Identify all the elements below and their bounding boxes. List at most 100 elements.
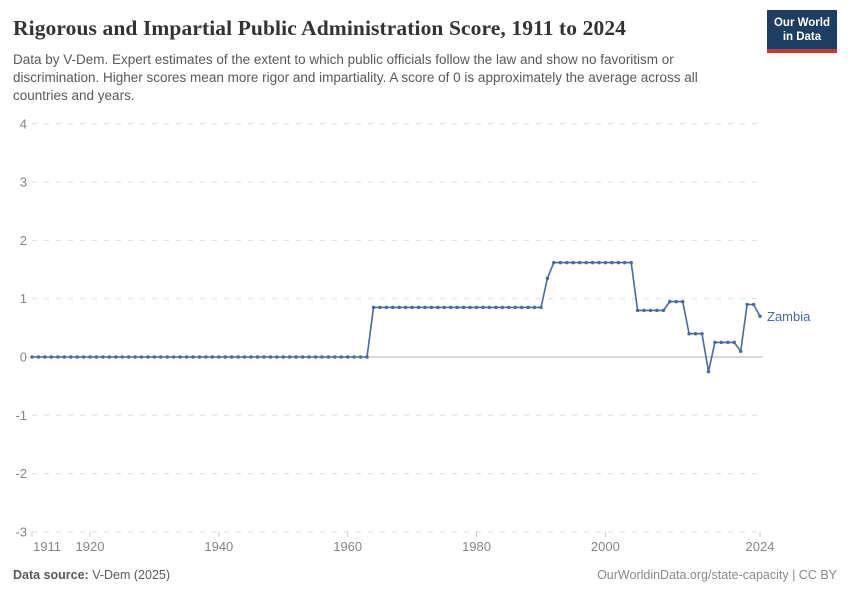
data-point[interactable] [558, 260, 563, 265]
data-point[interactable] [481, 305, 485, 310]
data-point[interactable] [184, 355, 189, 359]
data-point[interactable] [436, 305, 440, 310]
data-point[interactable] [745, 302, 749, 307]
data-point[interactable] [287, 355, 292, 359]
data-point[interactable] [532, 305, 537, 310]
data-point[interactable] [307, 355, 311, 359]
data-point[interactable] [397, 305, 401, 310]
data-point[interactable] [262, 355, 266, 359]
data-point[interactable] [159, 355, 163, 359]
data-point[interactable] [152, 355, 157, 359]
data-point[interactable] [114, 355, 118, 359]
data-point[interactable] [49, 355, 54, 359]
data-point[interactable] [629, 260, 633, 265]
data-point[interactable] [571, 260, 575, 265]
data-point[interactable] [526, 305, 530, 310]
data-point[interactable] [371, 305, 376, 310]
data-point[interactable] [197, 355, 202, 359]
data-point[interactable] [564, 260, 569, 265]
data-point[interactable] [68, 355, 73, 359]
data-point[interactable] [326, 355, 331, 359]
data-point[interactable] [545, 276, 550, 281]
data-point[interactable] [43, 355, 47, 359]
data-point[interactable] [333, 355, 337, 359]
data-point[interactable] [700, 331, 704, 336]
data-point[interactable] [719, 340, 724, 345]
data-point[interactable] [204, 355, 208, 359]
data-point[interactable] [275, 355, 279, 359]
data-point[interactable] [146, 355, 150, 359]
data-point[interactable] [242, 355, 247, 359]
data-point[interactable] [352, 355, 356, 359]
data-point[interactable] [584, 260, 588, 265]
data-point[interactable] [642, 308, 646, 313]
series-entity-label[interactable]: Zambia [767, 309, 811, 324]
data-point[interactable] [133, 355, 137, 359]
data-point[interactable] [655, 308, 659, 313]
data-point[interactable] [139, 355, 144, 359]
data-point[interactable] [423, 305, 427, 310]
data-point[interactable] [442, 305, 447, 310]
data-point[interactable] [223, 355, 228, 359]
data-point[interactable] [88, 355, 92, 359]
data-point[interactable] [339, 355, 343, 359]
data-point[interactable] [635, 308, 640, 313]
data-point[interactable] [120, 355, 124, 359]
data-point[interactable] [590, 260, 595, 265]
data-point[interactable] [616, 260, 621, 265]
data-point[interactable] [706, 369, 711, 374]
data-point[interactable] [294, 355, 298, 359]
data-point[interactable] [300, 355, 305, 359]
data-point[interactable] [429, 305, 434, 310]
data-point[interactable] [474, 305, 479, 310]
data-point[interactable] [539, 305, 543, 310]
data-point[interactable] [416, 305, 421, 310]
data-point[interactable] [461, 305, 466, 310]
data-point[interactable] [622, 260, 627, 265]
series-line-zambia[interactable] [32, 261, 761, 373]
data-point[interactable] [107, 355, 112, 359]
data-point[interactable] [648, 308, 653, 313]
data-point[interactable] [693, 331, 698, 336]
data-point[interactable] [661, 308, 666, 313]
data-point[interactable] [610, 260, 614, 265]
data-point[interactable] [126, 355, 131, 359]
data-point[interactable] [75, 355, 79, 359]
data-point[interactable] [62, 355, 66, 359]
data-point[interactable] [449, 305, 453, 310]
data-point[interactable] [178, 355, 182, 359]
data-point[interactable] [101, 355, 105, 359]
data-point[interactable] [680, 299, 685, 304]
data-point[interactable] [313, 355, 318, 359]
data-point[interactable] [391, 305, 395, 310]
owid-attribution-link[interactable]: OurWorldinData.org/state-capacity | CC B… [597, 568, 837, 582]
data-point[interactable] [281, 355, 286, 359]
data-point[interactable] [500, 305, 505, 310]
data-point[interactable] [255, 355, 260, 359]
data-point[interactable] [268, 355, 273, 359]
data-point[interactable] [577, 260, 582, 265]
owid-logo[interactable]: Our World in Data [766, 10, 837, 53]
line-chart[interactable]: 4 3 2 1 0 -1 -2 -3 1911 1920 1940 1960 1980 2000 2024 [0, 108, 850, 568]
data-point[interactable] [506, 305, 511, 310]
data-point[interactable] [674, 299, 678, 304]
data-point[interactable] [455, 305, 459, 310]
data-point[interactable] [751, 302, 756, 307]
data-point[interactable] [171, 355, 176, 359]
data-point[interactable] [36, 355, 41, 359]
data-point[interactable] [732, 340, 736, 345]
data-point[interactable] [365, 355, 369, 359]
data-point[interactable] [519, 305, 524, 310]
data-point[interactable] [30, 355, 34, 359]
data-point[interactable] [320, 355, 324, 359]
data-point[interactable] [384, 305, 389, 310]
data-point[interactable] [217, 355, 221, 359]
data-point[interactable] [410, 305, 414, 310]
data-point[interactable] [597, 260, 601, 265]
data-point[interactable] [56, 355, 60, 359]
data-point[interactable] [81, 355, 86, 359]
data-point[interactable] [713, 340, 717, 345]
data-point[interactable] [249, 355, 253, 359]
data-point[interactable] [687, 331, 691, 336]
data-point[interactable] [603, 260, 608, 265]
